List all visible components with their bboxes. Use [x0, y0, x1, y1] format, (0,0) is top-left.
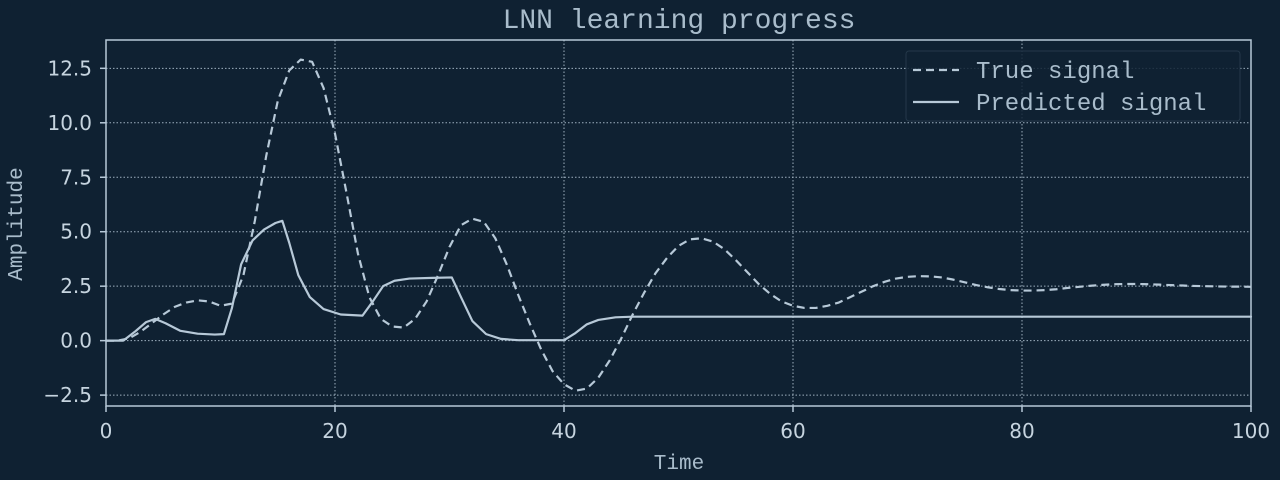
legend-label: True signal [976, 59, 1134, 86]
legend-label: Predicted signal [976, 91, 1206, 118]
x-tick-label: 100 [1232, 419, 1270, 443]
y-tick-label: 7.5 [60, 165, 92, 189]
axis-ticks: 0 20 40 60 80 100 −2.5 0.0 2.5 5.0 7.5 10.0 12.5 [43, 56, 1270, 443]
x-tick-label: 20 [322, 419, 347, 443]
x-tick-label: 80 [1009, 419, 1034, 443]
y-tick-label: 0.0 [60, 329, 92, 353]
chart-title: LNN learning progress [503, 6, 856, 37]
series-lines [104, 58, 1253, 392]
y-tick-label: 12.5 [47, 56, 92, 80]
y-tick-label: 2.5 [60, 274, 92, 298]
chart-legend: True signal Predicted signal [905, 50, 1241, 122]
x-tick-label: 60 [780, 419, 805, 443]
x-axis-label: Time [654, 453, 704, 476]
series-line-predicted-signal [104, 219, 1253, 342]
y-tick-label: 5.0 [60, 220, 92, 244]
x-tick-label: 0 [100, 419, 113, 443]
y-axis-label: Amplitude [6, 167, 29, 280]
x-tick-label: 40 [551, 419, 576, 443]
legend-box [905, 50, 1241, 122]
y-tick-label: 10.0 [47, 111, 92, 135]
y-tick-label: −2.5 [43, 383, 92, 407]
plot-area-frame [105, 39, 1252, 407]
